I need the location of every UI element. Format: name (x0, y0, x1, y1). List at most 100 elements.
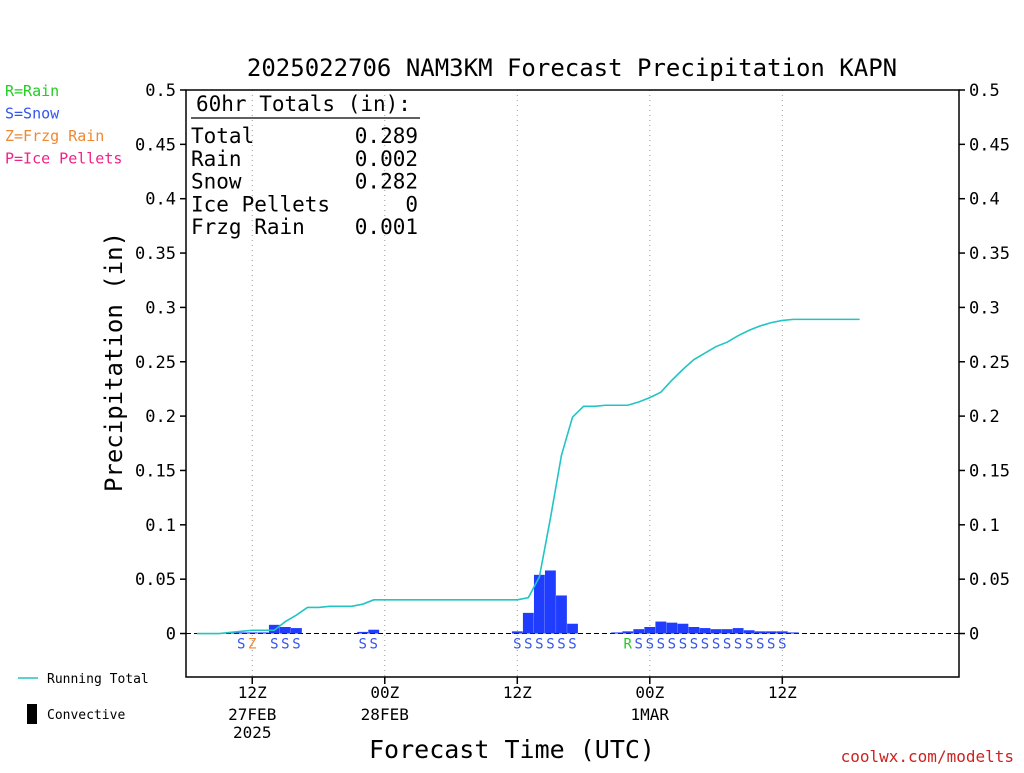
precip-bar (291, 628, 302, 634)
precip-bar (633, 629, 645, 634)
ptype-marker: S (281, 637, 289, 653)
axis-layer: 0 0 0.05 0.05 0.1 0.1 0.15 0.15 0.2 0.2 0.25 0.25 0.… (135, 81, 1010, 742)
ptype-marker: S (734, 637, 742, 653)
y-tick-label-left: 0 (166, 625, 176, 645)
plot-frame (185, 89, 960, 678)
ptype-legend-entry: P=Ice Pellets (5, 150, 122, 168)
ptype-marker: R (623, 637, 632, 653)
legend-layer: R=Rain S=Snow Z=Frzg Rain P=Ice Pellets Runn… (5, 82, 149, 724)
precip-bar (688, 626, 700, 634)
ptype-marker: S (701, 637, 709, 653)
ptype-marker: S (778, 637, 786, 653)
precip-bar (699, 628, 711, 634)
precip-bar (533, 574, 545, 634)
y-tick-label-left: 0.05 (135, 570, 176, 590)
chart-title: 2025022706 NAM3KM Forecast Precipitation… (247, 54, 897, 82)
ptype-marker: S (568, 637, 576, 653)
precip-bar (257, 632, 269, 634)
y-tick-label-left: 0.45 (135, 135, 176, 155)
precip-bar (246, 632, 258, 634)
totals-row-value: 0.002 (355, 147, 418, 171)
precip-bar (655, 621, 667, 634)
grid-layer (186, 90, 959, 677)
precip-bar (677, 623, 689, 634)
precip-bar (666, 622, 678, 634)
totals-row-label: Total (191, 124, 254, 148)
x-tick-label: 00Z (635, 683, 664, 702)
ptype-marker: S (679, 637, 687, 653)
precip-bar (235, 632, 247, 634)
legend-bar-swatch (27, 704, 37, 724)
ptype-marker: S (292, 637, 300, 653)
ptype-marker: S (756, 637, 764, 653)
ptype-marker: S (723, 637, 731, 653)
ptype-marker: S (712, 637, 720, 653)
y-tick-label-left: 0.15 (135, 461, 176, 481)
precip-bar (644, 626, 656, 634)
y-tick-label-left: 0.2 (145, 407, 176, 427)
precip-bar (279, 626, 291, 634)
x-tick-date: 28FEB (361, 705, 409, 724)
ptype-legend-entry: S=Snow (5, 105, 60, 123)
y-tick-label-right: 0.5 (969, 81, 1000, 101)
ptype-legend-entry: R=Rain (5, 82, 59, 100)
legend-label: Convective (47, 708, 125, 723)
x-axis-label: Forecast Time (UTC) (369, 735, 655, 764)
x-tick-label: 12Z (503, 683, 532, 702)
ptype-marker: S (524, 637, 532, 653)
precip-bar (787, 632, 799, 634)
y-tick-label-right: 0.35 (969, 244, 1010, 264)
y-tick-label-right: 0.1 (969, 516, 1000, 536)
y-tick-label-left: 0.35 (135, 244, 176, 264)
running-total-line (197, 318, 860, 635)
totals-row-label: Ice Pellets (191, 192, 330, 216)
ptype-marker: S (557, 637, 565, 653)
totals-box: 60hr Totals (in): Total 0.289 Rain 0.002 Snow… (191, 92, 420, 239)
precip-bar (765, 631, 777, 634)
precip-bar (710, 629, 722, 634)
bar-layer (224, 570, 799, 634)
y-tick-label-right: 0.25 (969, 353, 1010, 373)
precip-bar (522, 612, 534, 634)
precip-bar (357, 631, 369, 634)
totals-row-label: Frzg Rain (191, 215, 305, 239)
precip-bar (511, 631, 523, 634)
legend-label: Running Total (47, 672, 149, 687)
ptype-marker: S (358, 637, 366, 653)
precip-bar (567, 623, 578, 634)
precip-bar (743, 630, 755, 634)
totals-row-value: 0.282 (355, 170, 418, 194)
precip-bar (556, 595, 567, 634)
ptype-marker: S (646, 637, 654, 653)
totals-row-value: 0.289 (355, 124, 418, 148)
y-tick-label-right: 0.2 (969, 407, 1000, 427)
ptype-marker: S (546, 637, 554, 653)
y-tick-label-right: 0.45 (969, 135, 1010, 155)
x-tick-date: 1MAR (631, 705, 670, 724)
y-tick-label-left: 0.3 (145, 298, 176, 318)
totals-header: 60hr Totals (in): (196, 92, 411, 116)
x-tick-year: 2025 (233, 723, 272, 742)
y-axis-label: Precipitation (in) (100, 232, 128, 492)
x-tick-label: 12Z (768, 683, 797, 702)
ptype-marker: S (270, 637, 278, 653)
y-tick-label-left: 0.4 (145, 190, 176, 210)
precip-bar (545, 570, 556, 634)
y-tick-label-left: 0.1 (145, 516, 176, 536)
ptype-marker: S (535, 637, 543, 653)
ptype-marker: S (690, 637, 698, 653)
x-tick-label: 12Z (238, 683, 267, 702)
precip-bar (754, 631, 766, 634)
totals-row-value: 0 (405, 192, 418, 216)
y-tick-label-right: 0.3 (969, 298, 1000, 318)
ptype-marker: S (767, 637, 775, 653)
source-footer: coolwx.com/modelts (841, 747, 1014, 766)
y-tick-label-right: 0.05 (969, 570, 1010, 590)
ptype-marker: S (657, 637, 665, 653)
precip-bar (268, 624, 280, 634)
ptype-marker: S (237, 637, 245, 653)
ptype-legend-entry: Z=Frzg Rain (5, 127, 104, 145)
y-tick-label-right: 0.15 (969, 461, 1010, 481)
